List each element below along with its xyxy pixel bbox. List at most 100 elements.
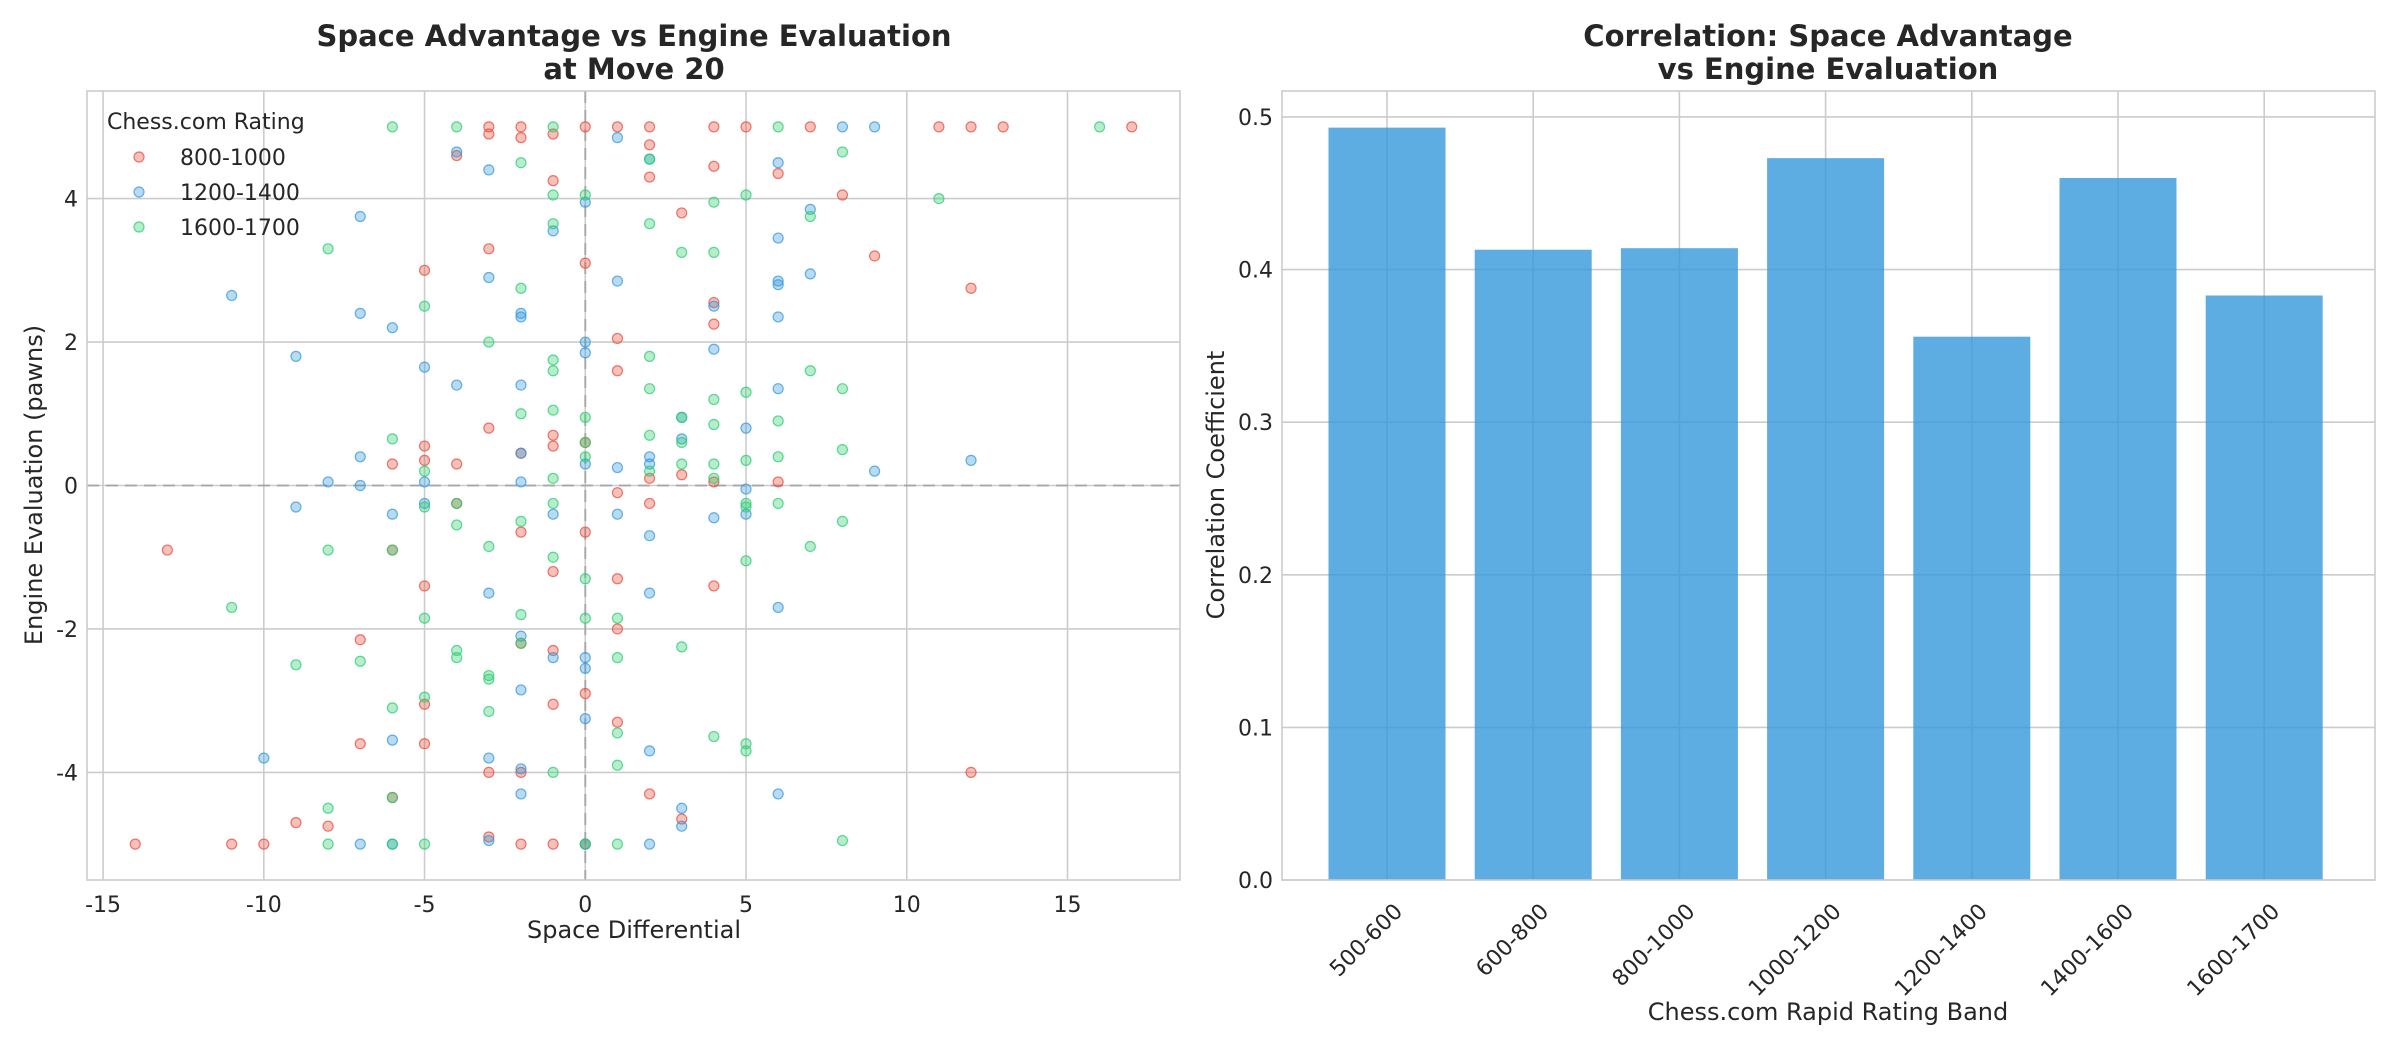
scatter-point <box>643 587 656 599</box>
scatter-point <box>515 609 527 621</box>
scatter-legend: Chess.com Rating 800-1000 1200-1400 1600-1… <box>107 110 305 241</box>
scatter-point <box>611 461 624 474</box>
scatter-point <box>965 282 977 294</box>
scatter-point <box>547 429 559 441</box>
series-1600-1700 <box>226 121 1106 850</box>
scatter-point <box>547 472 559 484</box>
scatter-point <box>804 210 816 223</box>
scatter-point <box>611 727 624 739</box>
scatter-point <box>965 454 977 466</box>
scatter-point <box>226 601 238 614</box>
x-tick-label: 15 <box>1053 893 1081 918</box>
scatter-point <box>547 766 559 779</box>
bar-1200-1400 <box>1913 336 2031 880</box>
y-tick-label: -2 <box>56 618 78 643</box>
scatter-point <box>611 716 624 728</box>
x-tick-label: 1200-1400 <box>1890 899 1992 1001</box>
scatter-point <box>579 436 591 449</box>
scatter-point <box>933 192 945 205</box>
scatter-point <box>643 350 656 362</box>
scatter-point <box>611 132 624 144</box>
scatter-point <box>515 408 527 420</box>
scatter-point <box>418 476 431 488</box>
y-tick-label: 0.3 <box>1238 411 1273 436</box>
scatter-point <box>611 623 624 635</box>
bar-plot-frame <box>1281 90 2376 881</box>
scatter-point <box>579 347 591 359</box>
scatter-point <box>515 526 527 538</box>
legend-label: 1200-1400 <box>180 181 300 206</box>
scatter-point <box>547 698 559 710</box>
legend-marker <box>133 151 145 163</box>
scatter-point <box>386 544 398 556</box>
scatter-point <box>226 838 238 850</box>
scatter-point <box>322 802 334 814</box>
scatter-point <box>708 393 720 406</box>
legend-label: 1600-1700 <box>180 216 300 241</box>
scatter-point <box>451 149 463 162</box>
scatter-point <box>418 838 431 850</box>
scatter-point <box>643 139 656 151</box>
y-tick-label: 0.2 <box>1238 564 1273 589</box>
scatter-point <box>386 322 398 334</box>
scatter-point <box>386 702 398 714</box>
scatter-point <box>708 730 720 743</box>
scatter-point <box>483 540 495 553</box>
scatter-point <box>418 264 431 276</box>
scatter-point <box>708 343 720 355</box>
scatter-point <box>386 121 398 133</box>
scatter-point <box>161 544 173 556</box>
scatter-point <box>579 687 591 700</box>
y-tick-label: 0.0 <box>1238 869 1273 894</box>
scatter-point <box>515 637 527 649</box>
scatter-point <box>483 587 495 599</box>
scatter-point <box>676 458 688 470</box>
scatter-point <box>354 451 366 463</box>
scatter-point <box>643 497 656 510</box>
scatter-point <box>547 497 559 510</box>
scatter-point <box>772 383 784 395</box>
scatter-point <box>740 483 752 495</box>
scatter-x-ticks: -15 -10 -5 0 5 10 15 <box>85 893 1081 918</box>
scatter-point <box>804 365 816 377</box>
scatter-point <box>740 454 752 466</box>
scatter-point <box>611 759 624 771</box>
scatter-point <box>708 472 720 484</box>
scatter-point <box>643 171 656 183</box>
scatter-point <box>643 383 656 395</box>
scatter-point <box>547 508 559 520</box>
scatter-point <box>708 196 720 208</box>
scatter-point <box>483 336 495 348</box>
scatter-point <box>772 157 784 169</box>
scatter-point <box>354 838 366 850</box>
bar-1000-1200 <box>1767 158 1885 881</box>
scatter-point <box>418 497 431 510</box>
scatter-point <box>451 497 463 510</box>
scatter-point <box>643 788 656 800</box>
scatter-point <box>740 422 752 434</box>
scatter-point <box>1126 121 1138 133</box>
scatter-point <box>579 121 591 133</box>
scatter-point <box>547 121 559 133</box>
scatter-point <box>322 243 334 255</box>
scatter-point <box>965 121 977 133</box>
scatter-point <box>772 167 784 180</box>
x-tick-label: -15 <box>85 893 121 918</box>
scatter-point <box>354 307 366 319</box>
scatter-point <box>451 121 463 133</box>
scatter-point <box>740 501 752 513</box>
scatter-point <box>322 476 334 488</box>
scatter-point <box>611 275 624 287</box>
scatter-point <box>708 476 720 488</box>
scatter-point <box>418 465 431 477</box>
scatter-point <box>418 300 431 312</box>
scatter-point <box>386 838 398 850</box>
x-tick-label: 800-1000 <box>1608 899 1701 992</box>
scatter-point <box>483 164 495 176</box>
scatter-point <box>869 465 881 477</box>
scatter-point <box>322 544 334 556</box>
scatter-point <box>676 469 688 481</box>
scatter-point <box>451 379 463 391</box>
bar-y-ticks: 0.0 0.1 0.2 0.3 0.4 0.5 <box>1238 106 1273 894</box>
scatter-point <box>547 354 559 366</box>
